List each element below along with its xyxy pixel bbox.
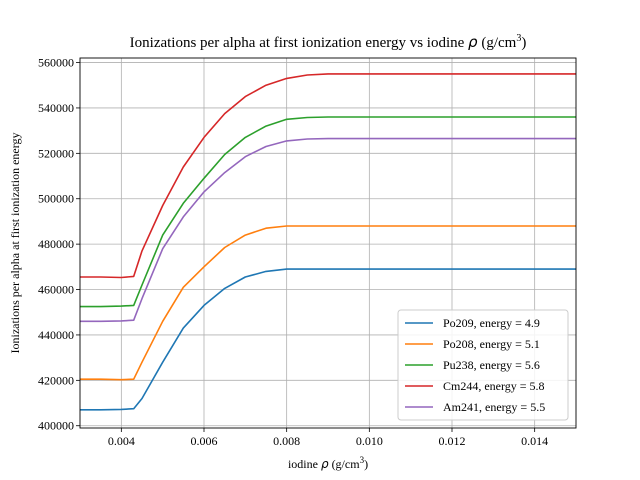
series-line-5 bbox=[80, 137, 576, 323]
x-tick-label: 0.004 bbox=[108, 434, 135, 448]
y-tick-label: 420000 bbox=[38, 373, 74, 387]
legend-entries: Po209, energy = 4.9 Po208, energy = 5.1 Pu… bbox=[405, 316, 545, 414]
legend-label: Po208, energy = 5.1 bbox=[443, 337, 540, 351]
series-line-4 bbox=[80, 73, 576, 279]
y-tick-label: 540000 bbox=[38, 101, 74, 115]
legend-box bbox=[397, 309, 569, 421]
x-tick-label: 0.012 bbox=[439, 434, 466, 448]
x-tick-label: 0.008 bbox=[273, 434, 300, 448]
x-axis-title: iodine ρ (g/cm3) bbox=[288, 455, 368, 471]
x-tick-label: 0.010 bbox=[356, 434, 383, 448]
title-main: Ionizations per alpha at first ionizatio… bbox=[130, 35, 468, 51]
series-line-1 bbox=[80, 268, 576, 411]
y-tick-label: 500000 bbox=[38, 192, 74, 206]
legend-label: Am241, energy = 5.5 bbox=[443, 400, 545, 414]
y-tick-label: 480000 bbox=[38, 237, 74, 251]
y-axis-title: Ionizations per alpha at first ionizatio… bbox=[8, 132, 22, 353]
xlabel-unit-close: ) bbox=[364, 457, 368, 471]
series-line-3 bbox=[80, 116, 576, 308]
legend-label: Pu238, energy = 5.6 bbox=[443, 358, 540, 372]
legend-label: Po209, energy = 4.9 bbox=[443, 316, 540, 330]
y-tick-label: 440000 bbox=[38, 328, 74, 342]
legend-label: Cm244, energy = 5.8 bbox=[443, 379, 545, 393]
xlabel-unit: (g/cm bbox=[329, 457, 361, 471]
chart-title: Ionizations per alpha at first ionizatio… bbox=[130, 33, 527, 51]
y-tick-label: 560000 bbox=[38, 56, 74, 70]
title-unit: (g/cm bbox=[478, 35, 517, 51]
x-tick-label: 0.006 bbox=[191, 434, 218, 448]
y-tick-label: 460000 bbox=[38, 283, 74, 297]
title-unit-sup: 3 bbox=[516, 33, 521, 44]
xlabel-rho: ρ bbox=[321, 457, 329, 471]
series-lines bbox=[80, 73, 576, 411]
title-unit-close: ) bbox=[521, 35, 526, 51]
x-tick-label: 0.014 bbox=[521, 434, 548, 448]
xlabel-main: iodine bbox=[288, 457, 321, 471]
title-rho: ρ bbox=[468, 33, 478, 51]
plot-frame bbox=[79, 57, 577, 429]
y-tick-label: 520000 bbox=[38, 146, 74, 160]
xlabel-unit-sup: 3 bbox=[360, 455, 365, 465]
series-line-2 bbox=[80, 225, 576, 381]
x-axis: 0.004 0.006 0.008 0.010 0.012 0.014 bbox=[108, 428, 548, 448]
legend: Po209, energy = 4.9 Po208, energy = 5.1 Pu… bbox=[397, 309, 569, 421]
y-tick-label: 400000 bbox=[38, 419, 74, 433]
y-axis: 400000 420000 440000 460000 480000 500000 5200… bbox=[38, 56, 80, 433]
